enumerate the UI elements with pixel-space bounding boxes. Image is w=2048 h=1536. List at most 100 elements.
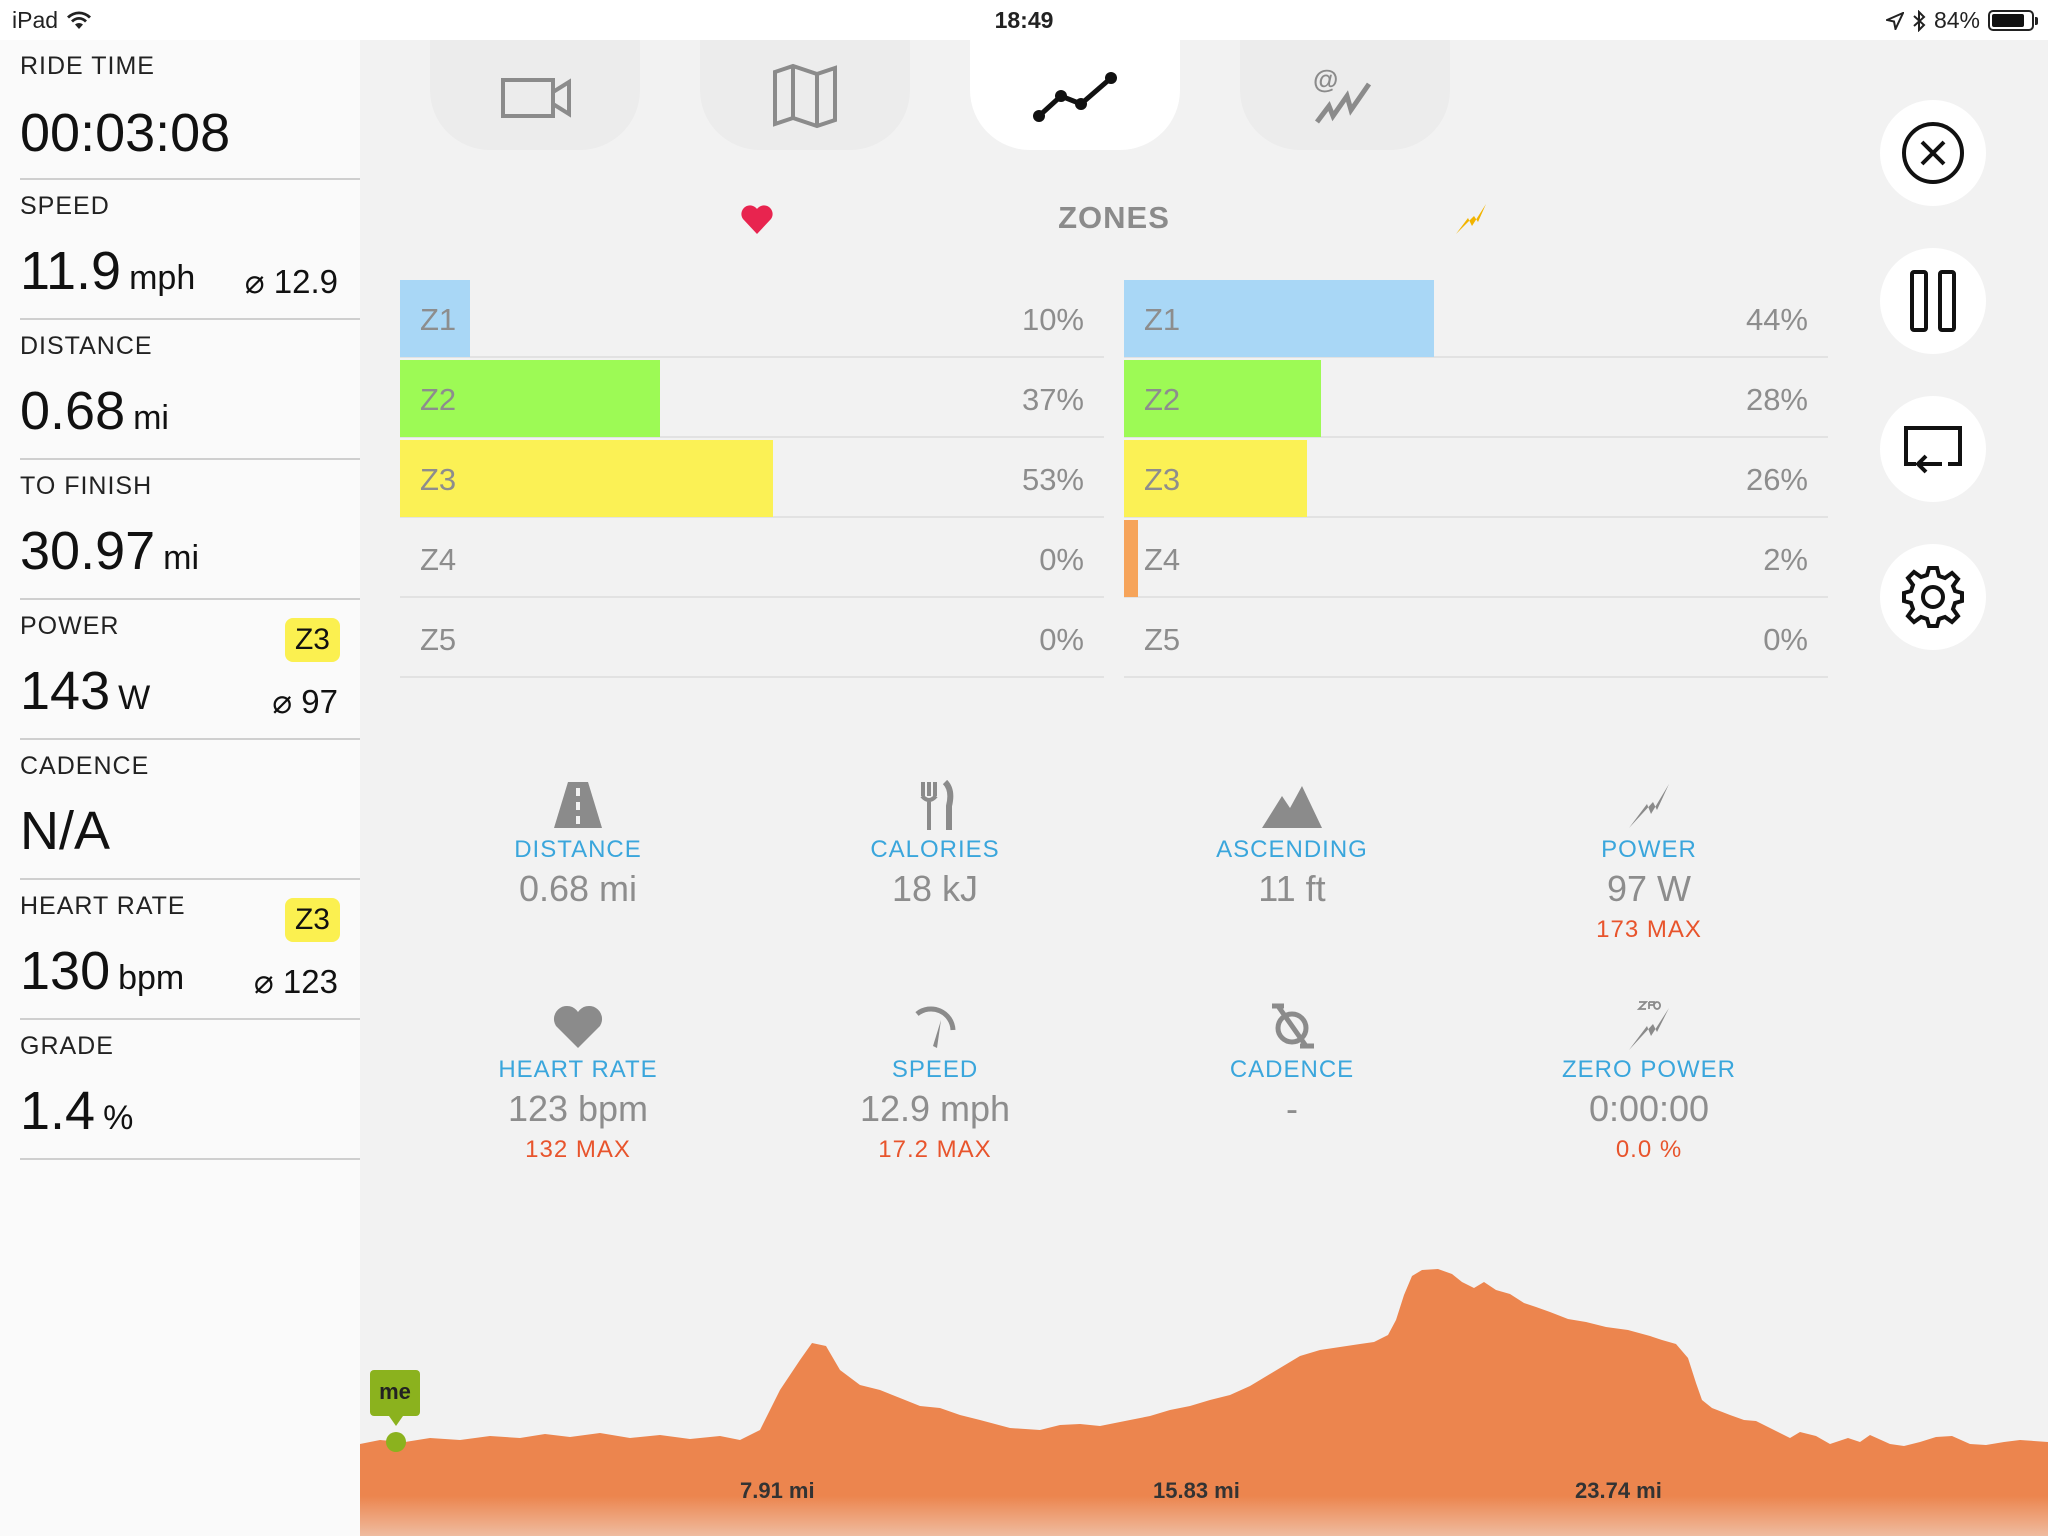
bluetooth-icon [1913, 9, 1926, 32]
lightning-icon [1456, 204, 1486, 234]
grade-unit: % [103, 1099, 134, 1137]
stat-power: POWER 97 W 173 MAX [1499, 780, 1799, 944]
gear-icon [1902, 566, 1964, 628]
power-zone-row: Z3 26% [1124, 438, 1828, 518]
settings-button[interactable] [1880, 544, 1986, 650]
heart-rate-zone-percent: 10% [1021, 302, 1084, 337]
metric-heart-rate: HEART RATE Z3 130 bpm ⌀ 123 [20, 880, 360, 1020]
tab-video[interactable] [430, 40, 640, 150]
grade-value-group: 1.4% [20, 1080, 133, 1142]
battery-percent: 84% [1933, 7, 1980, 33]
power-zone-percent: 28% [1745, 382, 1808, 417]
stat-heart-rate-value: 123 bpm [507, 1088, 649, 1129]
metric-distance: DISTANCE 0.68 mi [20, 320, 360, 460]
metric-ride-time: RIDE TIME 00:03:08 [20, 40, 360, 180]
heart-rate-zone-row: Z5 0% [400, 598, 1104, 678]
to-finish-label: TO FINISH [20, 472, 153, 500]
elevation-tick-3: 23.74 mi [1575, 1478, 1662, 1503]
to-finish-value-group: 30.97 mi [20, 520, 199, 582]
stat-zero-power-label: ZERO POWER [1561, 1056, 1736, 1083]
power-zone-name: Z1 [1144, 302, 1181, 337]
live-metrics-panel: RIDE TIME 00:03:08 SPEED 11.9 mph ⌀ 12.9 … [0, 40, 360, 1536]
power-zone-badge: Z3 [284, 618, 340, 662]
switch-view-button[interactable] [1880, 396, 1986, 502]
heart-rate-label: HEART RATE [20, 892, 186, 920]
stat-speed-max: 17.2 MAX [878, 1136, 992, 1163]
power-average: ⌀ 97 [272, 683, 338, 720]
power-zone-name: Z2 [1144, 382, 1181, 417]
speed-value-group: 11.9 mph [20, 240, 195, 302]
close-button[interactable] [1880, 100, 1986, 206]
grade-value: 1.4 [20, 1081, 96, 1141]
heart-rate-zone-percent: 0% [1039, 542, 1084, 577]
stat-heart-rate-label: HEART RATE [498, 1056, 658, 1083]
pause-button[interactable] [1880, 248, 1986, 354]
heart-rate-zone-percent: 0% [1039, 622, 1084, 657]
power-zone-row: Z4 2% [1124, 518, 1828, 598]
stat-zero-power-max: 0.0 % [1615, 1136, 1683, 1163]
stat-speed: SPEED 12.9 mph 17.2 MAX [785, 1000, 1085, 1164]
heart-rate-zone-percent: 53% [1021, 462, 1084, 497]
stat-speed-value: 12.9 mph [859, 1088, 1011, 1129]
heart-rate-zones-table: Z1 10% Z2 37% Z3 53% Z4 0% Z5 0% [400, 278, 1104, 678]
crank-icon [1272, 1003, 1314, 1049]
stat-distance-value: 0.68 mi [518, 868, 638, 909]
status-bar-right: 84% [1885, 7, 2038, 34]
tab-workout[interactable]: @ [1240, 40, 1450, 150]
heart-rate-zone-name: Z4 [420, 542, 457, 577]
stat-distance: DISTANCE 0.68 mi [428, 780, 728, 910]
distance-label: DISTANCE [20, 332, 153, 360]
power-zones-table: Z1 44% Z2 28% Z3 26% Z4 2% Z5 0% [1124, 278, 1828, 678]
heart-rate-zone-name: Z5 [420, 622, 457, 657]
to-finish-value: 30.97 [20, 521, 156, 581]
battery-fill [1992, 14, 2024, 27]
power-zone-bar [1124, 360, 1322, 437]
heart-rate-value-group: 130 bpm [20, 940, 184, 1002]
power-zone-name: Z4 [1144, 542, 1181, 577]
heart-rate-zone-bar [400, 440, 774, 517]
metric-power: POWER Z3 143 W ⌀ 97 [20, 600, 360, 740]
power-zone-bar [1124, 280, 1434, 357]
heart-rate-zone-row: Z2 37% [400, 358, 1104, 438]
power-zone-bar [1124, 440, 1308, 517]
mountain-icon [1262, 786, 1322, 828]
power-zone-percent: 44% [1745, 302, 1808, 337]
power-zone-row: Z5 0% [1124, 598, 1828, 678]
device-name: iPad [12, 7, 59, 33]
cadence-label: CADENCE [20, 752, 150, 780]
stat-speed-label: SPEED [891, 1056, 979, 1083]
stat-power-max: 173 MAX [1596, 916, 1702, 943]
elevation-tick-2: 15.83 mi [1153, 1478, 1240, 1503]
power-zone-percent: 0% [1763, 622, 1808, 657]
line-graph-icon [1033, 72, 1117, 122]
metric-cadence: CADENCE N/A [20, 740, 360, 880]
close-icon [1902, 122, 1964, 184]
rider-position-marker: me [370, 1370, 420, 1426]
heart-rate-zone-percent: 37% [1021, 382, 1084, 417]
distance-value: 0.68 [20, 381, 126, 441]
zones-title: ZONES [1058, 200, 1170, 235]
video-camera-icon [501, 78, 571, 118]
power-value-group: 143 W [20, 660, 150, 722]
heart-icon [741, 205, 773, 234]
power-value: 143 [20, 661, 111, 721]
stat-calories: CALORIES 18 kJ [785, 780, 1085, 910]
return-screen-icon [1904, 426, 1962, 474]
status-bar-left: iPad [12, 7, 92, 34]
power-bolt-icon [1629, 784, 1669, 828]
tab-graph[interactable] [970, 40, 1180, 150]
metric-grade: GRADE 1.4% [20, 1020, 360, 1160]
to-finish-unit: mi [163, 539, 200, 577]
stat-cadence: CADENCE - [1142, 1000, 1442, 1130]
speedometer-icon [915, 1006, 956, 1048]
tab-map[interactable] [700, 40, 910, 150]
stat-ascending-value: 11 ft [1258, 868, 1326, 909]
heart-rate-zone-name: Z1 [420, 302, 457, 337]
metric-to-finish: TO FINISH 30.97 mi [20, 460, 360, 600]
stat-cadence-label: CADENCE [1229, 1056, 1355, 1083]
wifi-icon [67, 11, 92, 29]
location-arrow-icon [1885, 11, 1904, 30]
stat-zero-power-value: 0:00:00 [1588, 1088, 1710, 1129]
power-label: POWER [20, 612, 120, 640]
stat-ascending-label: ASCENDING [1216, 836, 1368, 863]
